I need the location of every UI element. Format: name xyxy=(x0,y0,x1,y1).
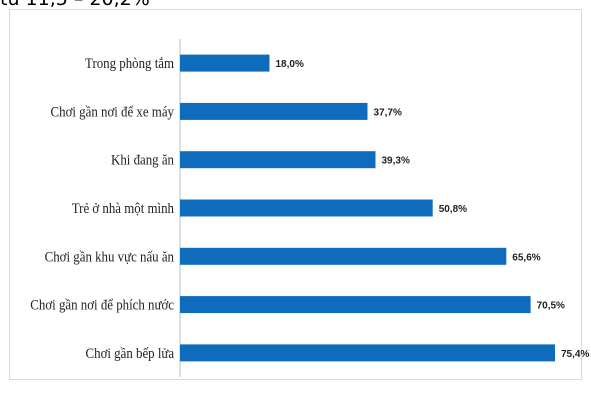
category-label: Chơi gần nơi để xe máy xyxy=(51,105,174,121)
category-label: Chơi gần bếp lửa xyxy=(86,346,175,362)
category-label: Trẻ ở nhà một mình xyxy=(72,201,174,217)
category-label: Trong phòng tắm xyxy=(85,56,174,72)
bar xyxy=(180,344,555,362)
value-label: 39,3% xyxy=(382,156,410,167)
bar xyxy=(180,102,368,120)
category-label: Chơi gần khu vực nấu ăn xyxy=(45,250,174,266)
bar xyxy=(180,54,270,72)
bar xyxy=(180,151,376,169)
bar xyxy=(180,199,433,217)
value-label: 37,7% xyxy=(374,107,402,118)
bar xyxy=(180,247,507,265)
value-label: 18,0% xyxy=(276,59,304,70)
category-label: Chơi gần nơi để phích nước xyxy=(30,298,174,314)
value-label: 75,4% xyxy=(561,349,589,360)
top-text-fragment: từ 11,5 – 20,2% xyxy=(0,0,150,10)
value-label: 65,6% xyxy=(512,252,540,263)
value-label: 50,8% xyxy=(439,204,467,215)
category-label: Khi đang ăn xyxy=(111,153,174,169)
bar xyxy=(180,296,531,314)
value-label: 70,5% xyxy=(537,301,565,312)
chart-frame xyxy=(9,9,582,380)
